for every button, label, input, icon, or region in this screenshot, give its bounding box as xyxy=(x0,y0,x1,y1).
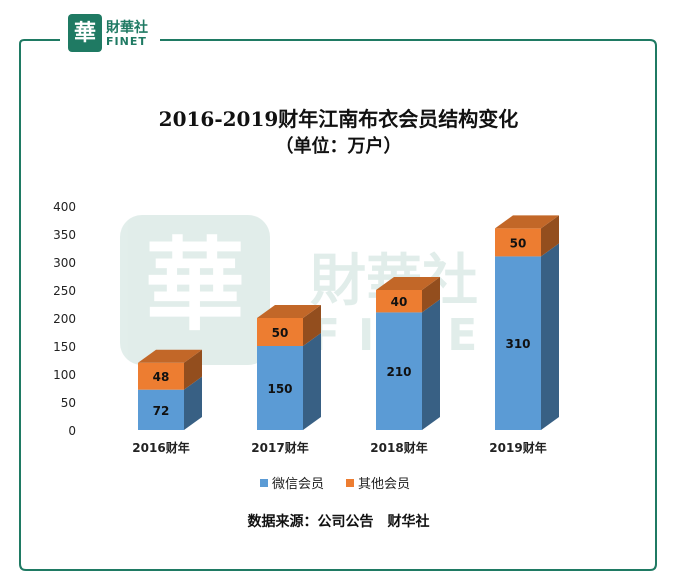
bar-segment-wechat-2: 150 xyxy=(257,333,321,430)
x-tick-label: 2018财年 xyxy=(370,440,427,455)
bar-side xyxy=(422,299,440,430)
bar-segment-other-4: 50 xyxy=(495,215,559,257)
bar-front xyxy=(257,346,303,430)
data-label: 210 xyxy=(386,365,411,379)
y-axis: 0 50 100 150 200 250 300 350 400 xyxy=(53,200,76,438)
logo-name-cn: 財華社 xyxy=(106,20,148,36)
bar-front xyxy=(257,318,303,346)
chart-title: 2016-2019财年江南布衣会员结构变化 xyxy=(158,107,519,131)
y-tick-label: 350 xyxy=(53,228,76,242)
legend-swatch-wechat xyxy=(260,478,268,487)
bar-segment-wechat-4: 310 xyxy=(495,243,559,430)
finet-watermark: 華 財華社 FINET xyxy=(120,215,525,365)
data-label: 48 xyxy=(153,370,170,384)
x-axis: 2016财年 2017财年 2018财年 2019财年 xyxy=(132,440,546,455)
logo-name-en: FINET xyxy=(106,35,147,48)
bar-front xyxy=(138,389,184,430)
y-tick-label: 300 xyxy=(53,256,76,270)
legend-label-other: 其他会员 xyxy=(358,477,411,492)
bar-side xyxy=(541,215,559,257)
bar-segment-wechat-1: 72 xyxy=(138,376,202,430)
data-label: 50 xyxy=(272,326,289,340)
y-tick-label: 0 xyxy=(68,424,76,438)
bar-side xyxy=(184,376,202,430)
bar-front xyxy=(138,362,184,390)
y-tick-label: 150 xyxy=(53,340,76,354)
bar-side xyxy=(303,305,321,346)
data-label: 150 xyxy=(267,382,292,396)
bar-segment-other-3: 40 xyxy=(376,277,440,313)
data-source: 数据来源：公司公告 财华社 xyxy=(247,514,430,530)
x-tick-label: 2017财年 xyxy=(251,440,308,455)
x-tick-label: 2019财年 xyxy=(489,440,546,455)
finet-logo-icon: 華 xyxy=(68,14,102,52)
bar-top xyxy=(376,277,440,290)
data-label: 310 xyxy=(505,337,530,351)
bar-side xyxy=(303,333,321,430)
bar-side xyxy=(422,277,440,313)
y-tick-label: 100 xyxy=(53,368,76,382)
y-tick-label: 50 xyxy=(61,396,76,410)
bar-segment-other-2: 50 xyxy=(257,305,321,346)
bar-top xyxy=(257,305,321,318)
bar-front xyxy=(376,290,422,313)
y-tick-label: 250 xyxy=(53,284,76,298)
chart-subtitle: （单位：万户） xyxy=(275,136,402,157)
bar-front xyxy=(495,256,541,430)
legend-item-wechat: 微信会员 xyxy=(260,473,324,492)
data-label: 40 xyxy=(391,295,408,309)
legend-item-other: 其他会员 xyxy=(346,473,410,492)
svg-text:華: 華 xyxy=(145,226,245,344)
legend-label-wechat: 微信会员 xyxy=(272,477,325,492)
y-tick-label: 400 xyxy=(53,200,76,214)
bar-top xyxy=(495,215,559,229)
bar-segment-other-1: 48 xyxy=(138,349,202,390)
bar-side xyxy=(541,243,559,430)
data-label: 72 xyxy=(153,404,170,418)
bar-side xyxy=(184,349,202,390)
bars: 72 48 150 50 210 40 310 50 xyxy=(138,215,559,430)
legend-swatch-other xyxy=(346,478,354,487)
bar-segment-wechat-3: 210 xyxy=(376,299,440,430)
data-label: 50 xyxy=(510,236,527,250)
bar-front xyxy=(495,228,541,257)
bar-top xyxy=(138,349,202,363)
bar-front xyxy=(376,312,422,430)
x-tick-label: 2016财年 xyxy=(132,440,189,455)
y-tick-label: 200 xyxy=(53,312,76,326)
